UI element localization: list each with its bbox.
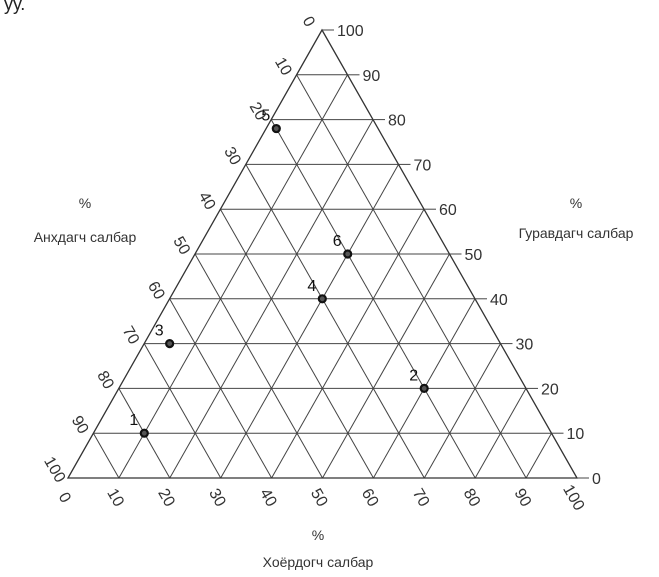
left-tick-label: 70 — [119, 324, 143, 348]
data-point-label: 3 — [155, 323, 164, 340]
right-tick-label: 30 — [516, 337, 534, 354]
data-point-label: 4 — [307, 278, 316, 295]
grid-line-primary — [169, 298, 273, 479]
left-tick-label: 20 — [246, 100, 270, 124]
right-tick-label: 10 — [567, 426, 585, 443]
primary-axis-label: Анхдагч салбар — [34, 229, 137, 245]
left-tick-label: 100 — [40, 454, 68, 486]
left-tick-label: 0 — [299, 14, 318, 30]
right-tick-label: 60 — [439, 202, 457, 219]
bottom-tick-label: 30 — [205, 486, 229, 510]
grid-line-primary — [92, 432, 120, 479]
bottom-tick-label: 40 — [256, 486, 280, 510]
right-tick-label: 20 — [541, 381, 559, 398]
left-tick-label: 90 — [68, 413, 92, 437]
bottom-tick-label: 80 — [460, 486, 484, 510]
right-tick-label: 70 — [414, 157, 432, 174]
left-tick-label: 80 — [93, 368, 117, 392]
secondary-percent-label: % — [312, 527, 324, 543]
primary-percent-label: % — [79, 195, 91, 211]
grid-lines — [92, 74, 552, 479]
right-tick-label: 80 — [388, 113, 406, 130]
data-point-label: 5 — [261, 108, 270, 125]
left-tick-label: 50 — [169, 234, 193, 258]
grid-line-primary — [194, 253, 323, 479]
data-point-marker — [165, 339, 175, 349]
right-tick-label: 100 — [337, 23, 364, 40]
data-point-marker — [139, 428, 149, 438]
left-tick-label: 10 — [271, 55, 295, 79]
right-tick-label: 40 — [490, 292, 508, 309]
right-tick-label: 50 — [465, 247, 483, 264]
tertiary-axis-label: Гуравдагч салбар — [519, 225, 634, 241]
secondary-axis-label: Хоёрдогч салбар — [263, 554, 374, 570]
data-point-marker — [419, 383, 429, 393]
bottom-tick-label: 10 — [103, 486, 127, 510]
tick-labels: 0102030405060708090100100908070605040302… — [40, 14, 601, 514]
bottom-tick-label: 20 — [154, 486, 178, 510]
data-point-marker — [271, 123, 281, 134]
bottom-tick-label: 100 — [559, 482, 587, 514]
bottom-tick-label: 90 — [511, 486, 535, 510]
tertiary-percent-label: % — [570, 195, 582, 211]
bottom-tick-label: 50 — [307, 486, 331, 510]
grid-line-primary — [296, 74, 527, 479]
grid-line-secondary — [220, 164, 399, 479]
grid-line-secondary — [423, 343, 501, 479]
grid-line-primary — [245, 164, 425, 479]
bottom-tick-label: 0 — [55, 490, 74, 506]
grid-line-primary — [143, 343, 222, 479]
data-point-marker — [343, 249, 353, 259]
grid-line-secondary — [118, 74, 348, 479]
bottom-tick-label: 70 — [409, 486, 433, 510]
grid-line-secondary — [322, 253, 450, 479]
header-fragment: ўў. — [4, 0, 26, 14]
right-tick-label: 0 — [592, 471, 601, 488]
left-tick-label: 60 — [144, 279, 168, 303]
bottom-tick-label: 60 — [358, 486, 382, 510]
left-tick-label: 30 — [220, 144, 244, 168]
data-point-label: 6 — [333, 233, 342, 250]
data-point-label: 2 — [409, 367, 418, 384]
data-point-marker — [317, 294, 327, 304]
data-points: 1 2 3 4 5 6 — [129, 108, 429, 438]
right-tick-label: 90 — [363, 68, 381, 85]
left-tick-label: 40 — [195, 189, 219, 213]
grid-line-secondary — [525, 432, 552, 479]
grid-line-secondary — [474, 388, 527, 479]
data-point-label: 1 — [129, 412, 138, 429]
